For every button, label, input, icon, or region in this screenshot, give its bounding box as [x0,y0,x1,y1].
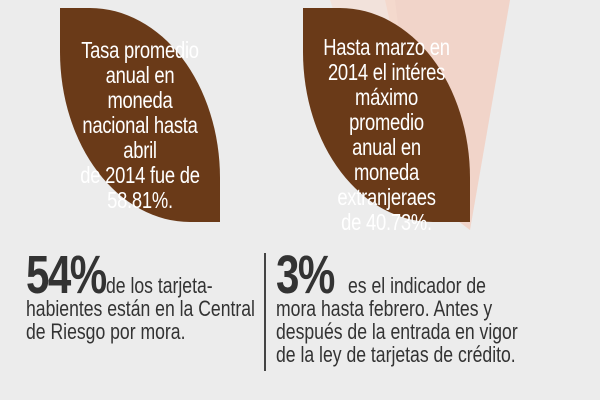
stat-line: de Riesgo por mora. [26,319,186,344]
stat-line: de los tarjeta- [106,273,213,298]
stat-line: mora hasta febrero. Antes y [276,296,493,321]
info-leaf-national-rate: Tasa promedio anual en moneda nacional h… [60,8,220,222]
stat-line: es el indicador de [348,273,487,298]
stat-value: 54% [26,245,107,305]
divider [264,253,266,371]
stat-value: 3% [276,245,335,305]
stat-delinquency-indicator: 3% es el indicador de mora hasta febrero… [276,245,578,367]
national-rate-text: Tasa promedio anual en moneda nacional h… [80,36,200,213]
stat-cardholders-in-risk: 54% de los tarjeta- habientes están en l… [26,245,312,344]
stat-line: habientes están en la Central [26,296,255,321]
stat-line: después de la entrada en vigor [276,319,518,344]
foreign-rate-text: Hasta marzo en 2014 el intéres máximo pr… [323,34,450,235]
stat-line: de la ley de tarjetas de crédito. [276,342,516,367]
info-leaf-foreign-rate: Hasta marzo en 2014 el intéres máximo pr… [303,8,470,235]
